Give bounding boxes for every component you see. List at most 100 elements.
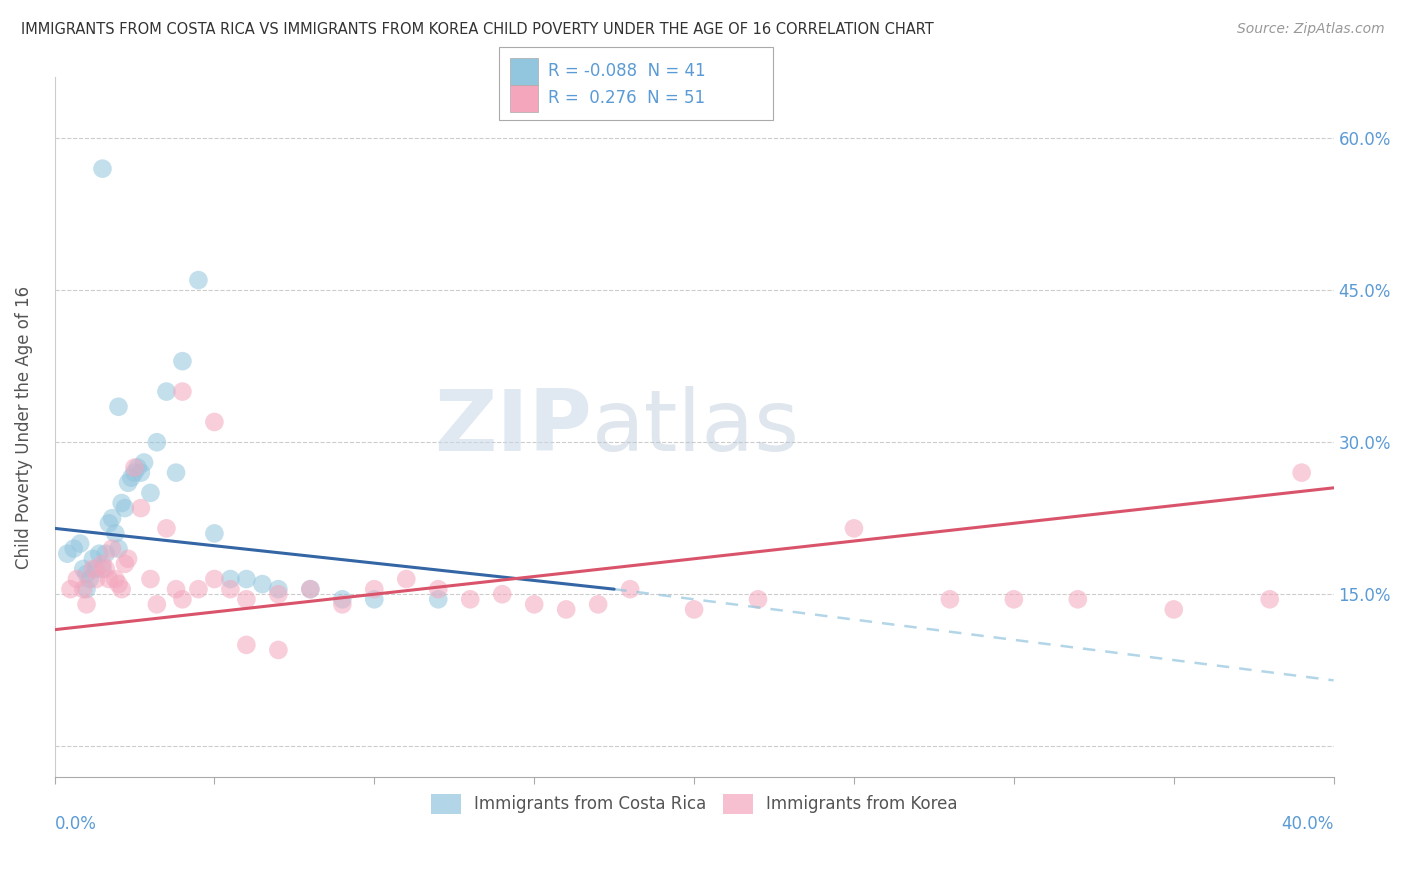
Point: [94, 547, 117, 561]
Y-axis label: Child Poverty Under the Age of 16: Child Poverty Under the Age of 16: [15, 285, 32, 568]
Point: [427, 592, 450, 607]
Point: [1291, 466, 1313, 480]
Point: [155, 384, 177, 399]
Point: [89, 547, 111, 561]
Point: [267, 643, 290, 657]
Point: [187, 582, 209, 596]
Point: [97, 572, 120, 586]
Point: [84, 562, 107, 576]
Point: [204, 415, 226, 429]
Point: [62, 541, 84, 556]
Point: [129, 501, 152, 516]
Point: [842, 521, 865, 535]
Point: [104, 572, 127, 586]
Point: [79, 572, 101, 586]
Point: [747, 592, 769, 607]
Point: [69, 536, 91, 550]
Point: [82, 551, 104, 566]
Point: [107, 577, 129, 591]
Point: [172, 384, 194, 399]
Point: [111, 582, 134, 596]
Point: [330, 592, 353, 607]
Text: R =  0.276  N = 51: R = 0.276 N = 51: [548, 89, 706, 107]
Point: [66, 572, 89, 586]
Point: [101, 541, 124, 556]
Point: [204, 572, 226, 586]
Point: [1002, 592, 1025, 607]
Point: [172, 592, 194, 607]
Point: [299, 582, 322, 596]
Point: [117, 475, 139, 490]
Point: [1067, 592, 1090, 607]
Point: [491, 587, 513, 601]
Point: [56, 547, 79, 561]
Point: [586, 598, 609, 612]
Point: [146, 435, 169, 450]
Point: [91, 557, 114, 571]
Point: [427, 582, 450, 596]
Point: [267, 587, 290, 601]
Point: [187, 273, 209, 287]
Point: [1258, 592, 1281, 607]
Point: [235, 592, 257, 607]
Point: [165, 582, 187, 596]
Text: Source: ZipAtlas.com: Source: ZipAtlas.com: [1237, 22, 1385, 37]
Point: [94, 562, 117, 576]
Point: [111, 496, 134, 510]
Point: [299, 582, 322, 596]
Point: [84, 572, 107, 586]
Point: [155, 521, 177, 535]
Point: [107, 400, 129, 414]
Point: [124, 466, 146, 480]
Point: [252, 577, 274, 591]
Point: [120, 471, 142, 485]
Point: [132, 455, 155, 469]
Text: 0.0%: 0.0%: [55, 815, 97, 833]
Point: [165, 466, 187, 480]
Point: [114, 557, 136, 571]
Point: [363, 582, 385, 596]
Point: [235, 638, 257, 652]
Text: IMMIGRANTS FROM COSTA RICA VS IMMIGRANTS FROM KOREA CHILD POVERTY UNDER THE AGE : IMMIGRANTS FROM COSTA RICA VS IMMIGRANTS…: [21, 22, 934, 37]
Point: [219, 582, 242, 596]
Point: [124, 460, 146, 475]
Point: [129, 466, 152, 480]
Point: [219, 572, 242, 586]
Point: [363, 592, 385, 607]
Point: [91, 562, 114, 576]
Text: 40.0%: 40.0%: [1281, 815, 1334, 833]
Point: [523, 598, 546, 612]
Point: [235, 572, 257, 586]
Point: [939, 592, 962, 607]
Point: [555, 602, 578, 616]
Point: [267, 582, 290, 596]
Point: [139, 572, 162, 586]
Point: [76, 582, 98, 596]
Point: [204, 526, 226, 541]
Text: atlas: atlas: [592, 385, 800, 468]
Point: [139, 486, 162, 500]
Text: ZIP: ZIP: [434, 385, 592, 468]
Point: [82, 562, 104, 576]
Point: [619, 582, 641, 596]
Point: [172, 354, 194, 368]
Point: [59, 582, 82, 596]
Point: [114, 501, 136, 516]
Point: [683, 602, 706, 616]
Point: [104, 526, 127, 541]
Point: [76, 598, 98, 612]
Point: [91, 161, 114, 176]
Point: [458, 592, 481, 607]
Point: [117, 551, 139, 566]
Point: [72, 562, 94, 576]
Point: [395, 572, 418, 586]
Point: [101, 511, 124, 525]
Point: [97, 516, 120, 531]
Point: [1163, 602, 1185, 616]
Point: [330, 598, 353, 612]
Point: [76, 566, 98, 581]
Legend: Immigrants from Costa Rica, Immigrants from Korea: Immigrants from Costa Rica, Immigrants f…: [423, 787, 965, 821]
Point: [107, 541, 129, 556]
Point: [146, 598, 169, 612]
Text: R = -0.088  N = 41: R = -0.088 N = 41: [548, 62, 706, 80]
